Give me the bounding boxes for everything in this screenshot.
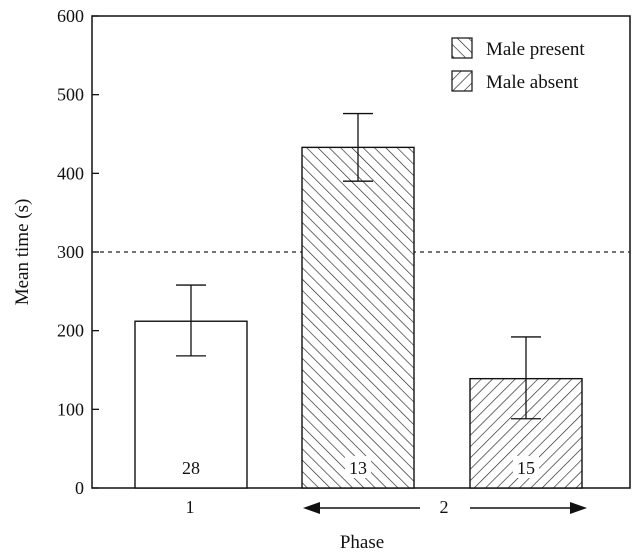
- legend: Male present Male absent: [451, 37, 585, 93]
- y-tick-label: 100: [57, 399, 84, 419]
- legend-label-male-absent: Male absent: [486, 72, 579, 93]
- sample-size-label: 15: [513, 456, 539, 478]
- legend-label-male-present: Male present: [486, 39, 585, 60]
- y-tick-label: 600: [57, 6, 84, 26]
- sample-size-label: 28: [182, 458, 200, 478]
- error-bar: [176, 284, 206, 357]
- error-bar: [343, 112, 373, 182]
- x-axis-title: Phase: [340, 532, 384, 553]
- phase-2-span-arrow: [303, 502, 587, 514]
- phase-label-1: 1: [186, 497, 195, 517]
- sample-size-label: 13: [345, 456, 371, 478]
- y-axis-title: Mean time (s): [12, 199, 33, 306]
- error-bar: [511, 336, 541, 420]
- y-tick-label: 400: [57, 163, 84, 183]
- y-tick-label: 0: [75, 478, 84, 498]
- bar: [301, 146, 415, 489]
- y-tick-label: 300: [57, 242, 84, 262]
- svg-text:28: 28: [182, 458, 200, 478]
- y-axis: 0 100 200 300 400 500 600: [57, 6, 99, 498]
- bars-group: 28 13 15: [134, 112, 583, 489]
- svg-text:13: 13: [349, 458, 367, 478]
- y-tick-label: 200: [57, 321, 84, 341]
- legend-swatch-male-absent: [451, 70, 473, 92]
- svg-text:15: 15: [517, 458, 535, 478]
- legend-swatch-male-present: [451, 37, 473, 59]
- phase-label-2: 2: [440, 497, 449, 517]
- y-tick-label: 500: [57, 85, 84, 105]
